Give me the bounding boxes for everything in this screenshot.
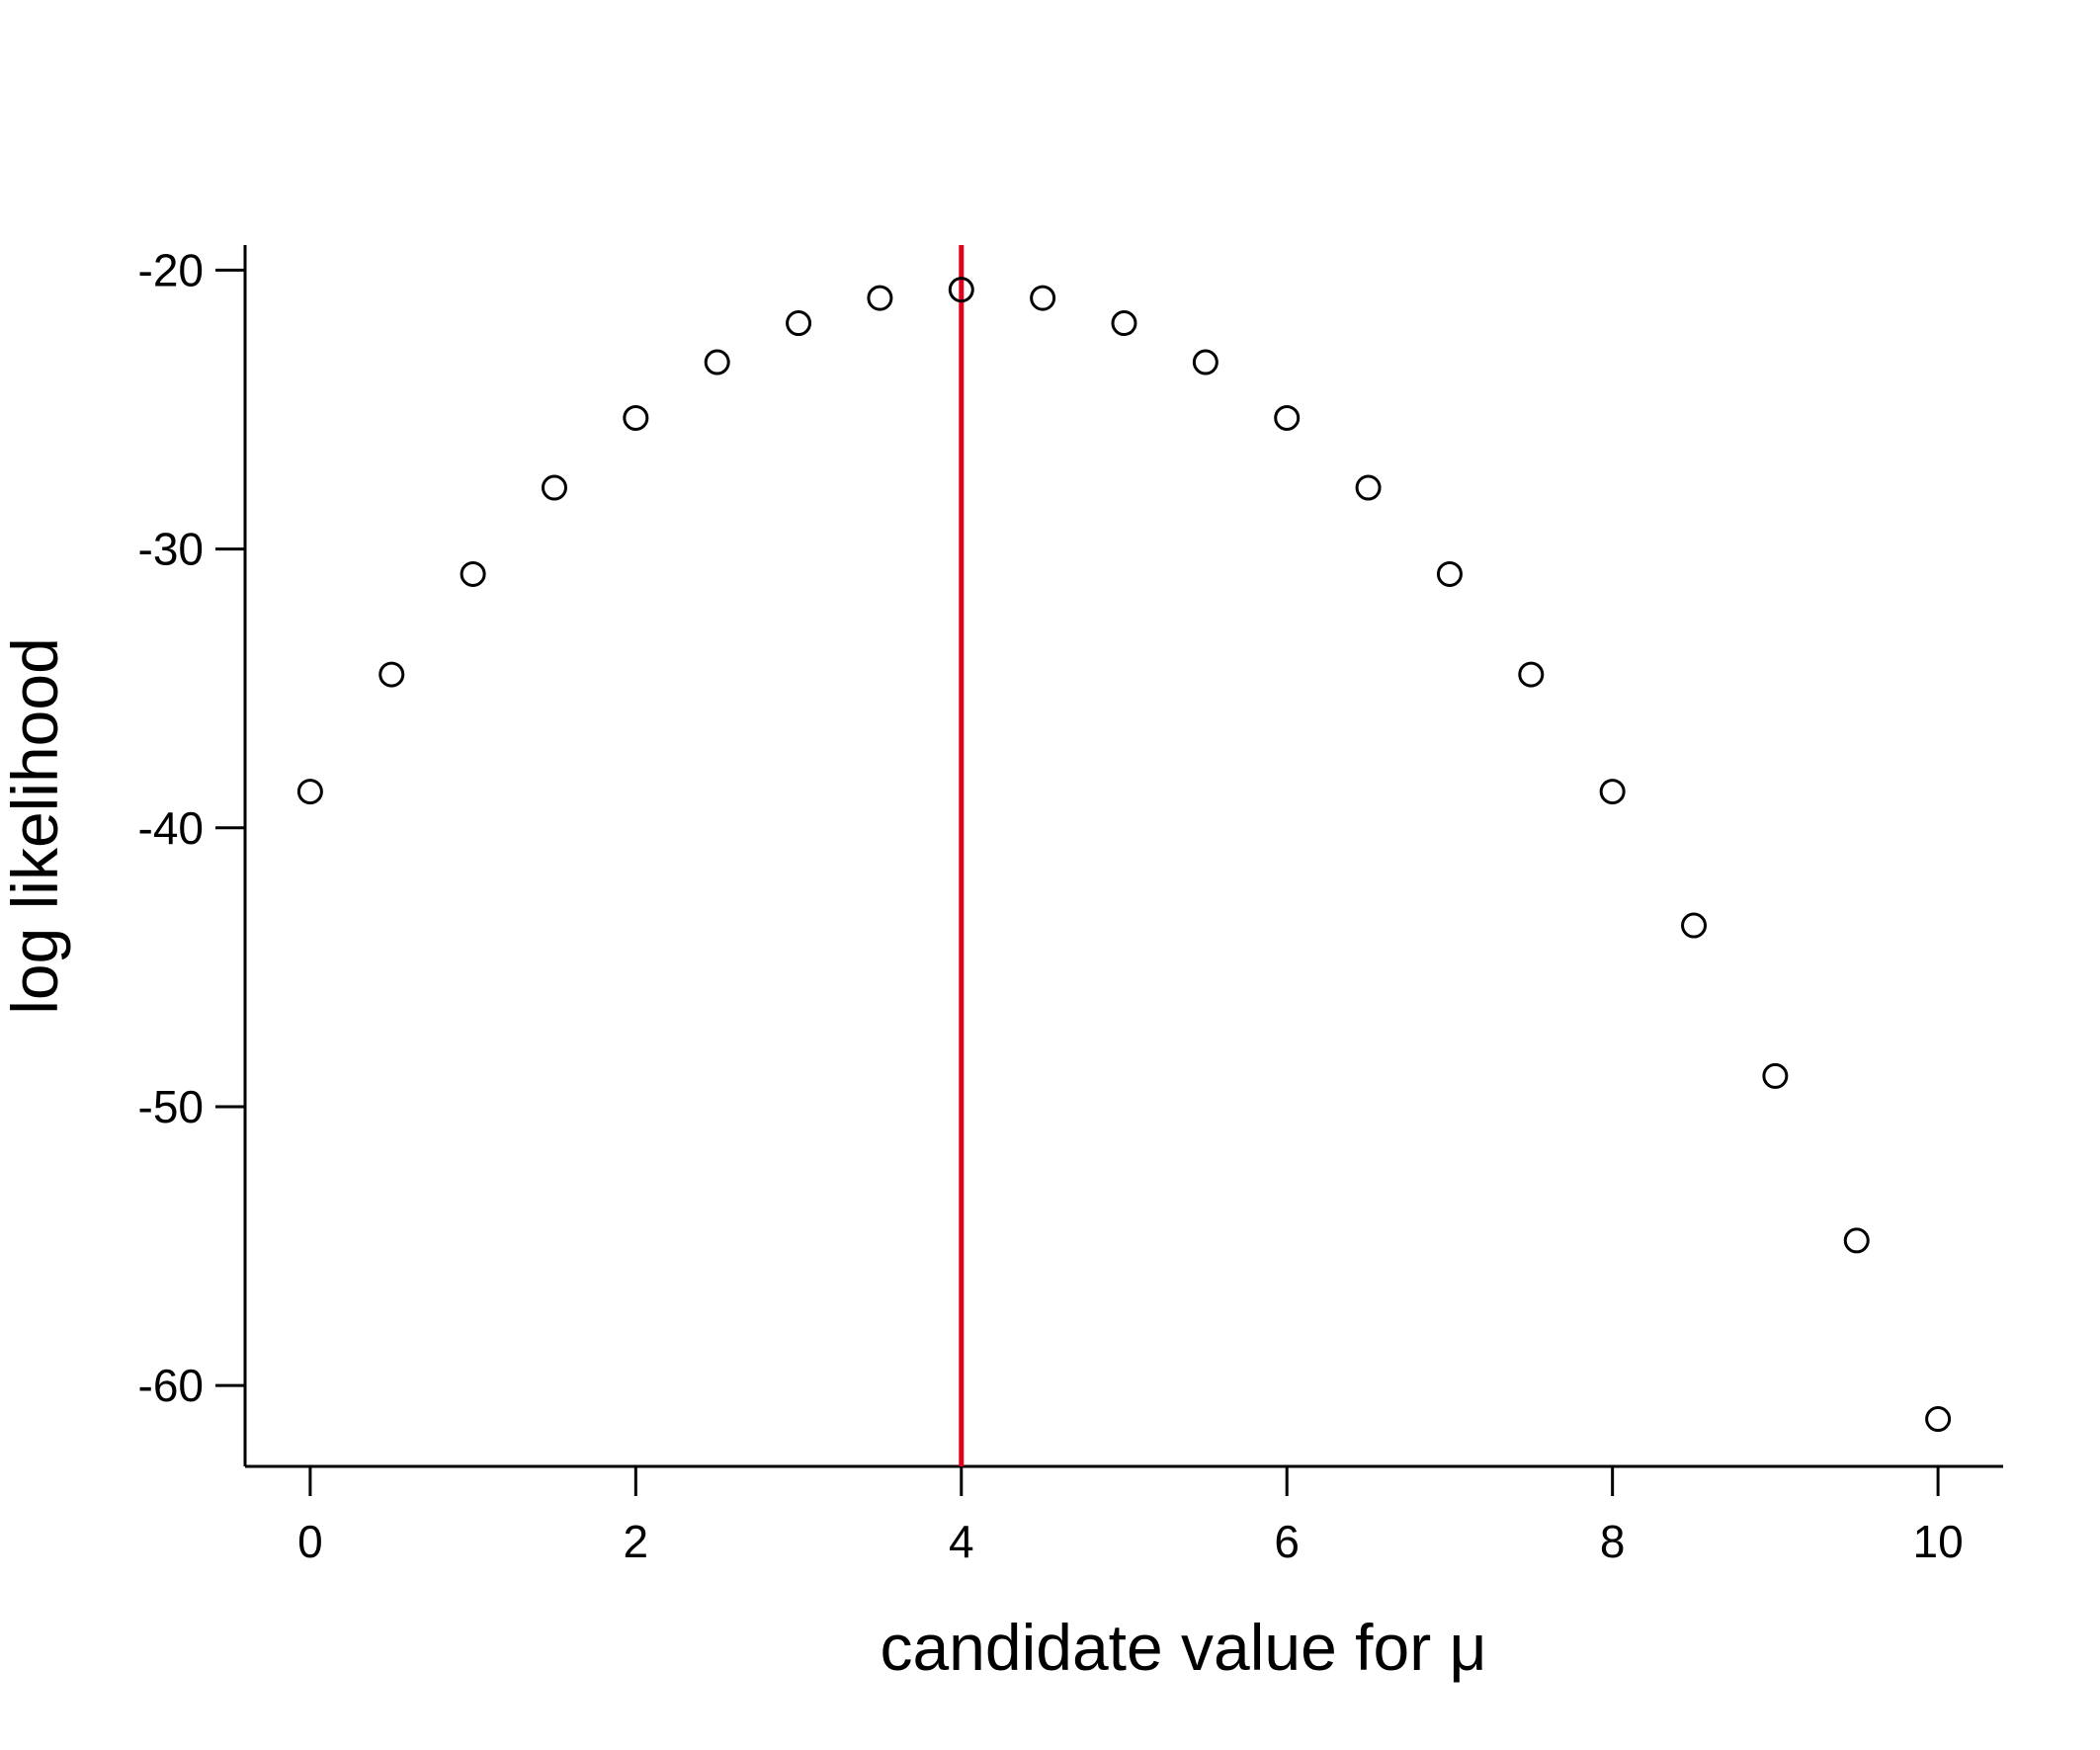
data-point: [1274, 404, 1301, 431]
data-point: [378, 661, 405, 688]
y-tick-label: -40: [138, 802, 204, 854]
data-point: [623, 404, 649, 431]
x-tick-label: 10: [1913, 1516, 1964, 1567]
y-tick-label: -50: [138, 1081, 204, 1132]
x-tick-label: 0: [297, 1516, 323, 1567]
points-group: [296, 277, 1952, 1433]
x-tick-label: 6: [1274, 1516, 1300, 1567]
y-tick-label: -60: [138, 1360, 204, 1411]
data-point: [1762, 1062, 1789, 1089]
data-point: [1843, 1227, 1870, 1254]
x-tick-label: 2: [624, 1516, 649, 1567]
data-point: [704, 349, 730, 375]
data-point: [1192, 349, 1218, 375]
data-point: [786, 310, 812, 337]
data-point: [1436, 560, 1463, 587]
x-tick-label: 4: [949, 1516, 974, 1567]
axes: 0 2 4 6 8 10 -20 -30 -40 -50 -60: [138, 244, 2003, 1567]
data-point: [1599, 779, 1626, 805]
labels-group: candidate value for μ log likelihood: [0, 637, 1487, 1684]
data-point: [1355, 474, 1382, 501]
y-tick-label: -20: [138, 244, 204, 295]
data-point: [296, 779, 323, 805]
x-tick-label: 8: [1600, 1516, 1626, 1567]
data-point: [867, 285, 893, 311]
data-point: [541, 474, 567, 501]
x-axis-title: candidate value for μ: [880, 1611, 1486, 1684]
data-point: [1681, 912, 1708, 939]
y-tick-label: -30: [138, 524, 204, 575]
data-point: [1925, 1406, 1952, 1433]
data-point: [460, 560, 486, 587]
data-point: [948, 277, 974, 303]
data-point: [1518, 661, 1545, 688]
data-point: [1030, 285, 1056, 311]
data-point: [1111, 310, 1137, 337]
y-axis-title: log likelihood: [0, 637, 71, 1015]
